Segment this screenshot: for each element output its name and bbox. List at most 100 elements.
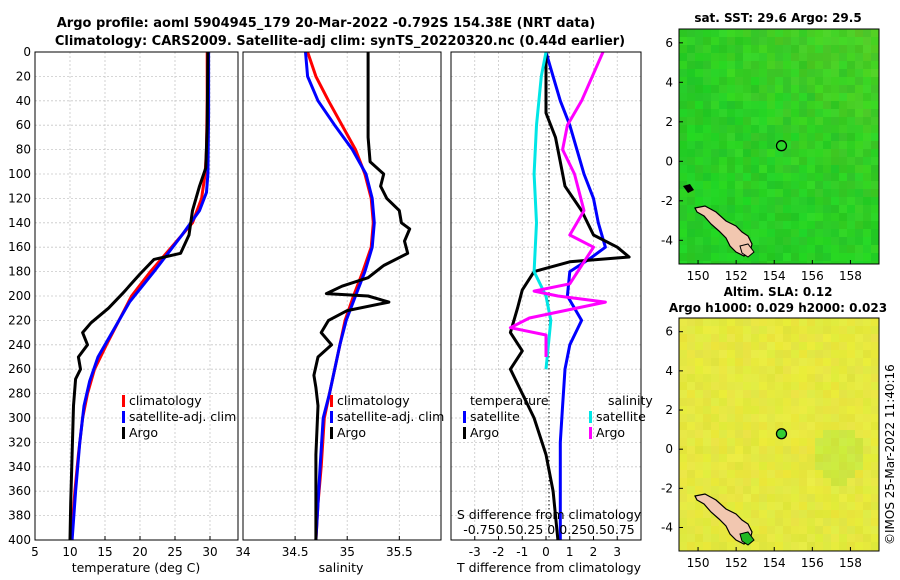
field-cell	[815, 326, 823, 334]
field-cell	[695, 189, 703, 197]
field-cell	[799, 37, 807, 45]
field-cell	[695, 29, 703, 37]
field-cell	[863, 229, 871, 237]
field-cell	[759, 454, 767, 462]
x-tick-label: 0	[542, 545, 550, 559]
field-cell	[759, 446, 767, 454]
field-cell	[719, 470, 727, 478]
field-cell	[815, 253, 823, 261]
field-cell	[775, 37, 783, 45]
field-cell	[695, 502, 703, 510]
field-cell	[751, 237, 759, 245]
field-cell	[687, 462, 695, 470]
field-cell	[871, 398, 879, 406]
legend-satellite: satellite-adj. clim	[337, 409, 444, 424]
field-cell	[839, 518, 847, 526]
field-cell	[759, 510, 767, 518]
field-cell	[823, 486, 831, 494]
field-cell	[863, 526, 871, 534]
field-cell	[871, 213, 879, 221]
field-cell	[759, 478, 767, 486]
field-cell	[783, 510, 791, 518]
field-cell	[871, 470, 879, 478]
field-cell	[807, 422, 815, 430]
field-cell	[799, 69, 807, 77]
field-cell	[807, 390, 815, 398]
sst-cells	[679, 29, 879, 264]
field-cell	[791, 37, 799, 45]
temperature-grid	[34, 51, 238, 541]
field-cell	[823, 133, 831, 141]
field-cell	[831, 510, 839, 518]
y-tick-label: 240	[8, 338, 31, 352]
field-cell	[703, 61, 711, 69]
field-cell	[791, 454, 799, 462]
field-cell	[743, 502, 751, 510]
field-cell	[831, 141, 839, 149]
field-cell	[783, 173, 791, 181]
field-cell	[767, 406, 775, 414]
field-cell	[751, 125, 759, 133]
field-cell	[807, 253, 815, 261]
field-cell	[871, 29, 879, 37]
field-cell	[847, 462, 855, 470]
field-cell	[703, 141, 711, 149]
field-cell	[863, 382, 871, 390]
field-cell	[719, 125, 727, 133]
field-cell	[711, 358, 719, 366]
field-cell	[799, 486, 807, 494]
field-cell	[823, 406, 831, 414]
field-cell	[863, 342, 871, 350]
field-cell	[687, 542, 695, 550]
field-cell	[815, 189, 823, 197]
field-cell	[847, 470, 855, 478]
field-cell	[799, 414, 807, 422]
field-cell	[839, 189, 847, 197]
field-cell	[679, 61, 687, 69]
field-cell	[695, 342, 703, 350]
field-cell	[703, 526, 711, 534]
field-cell	[719, 37, 727, 45]
field-cell	[775, 454, 783, 462]
field-cell	[751, 189, 759, 197]
field-cell	[767, 213, 775, 221]
field-cell	[775, 125, 783, 133]
field-cell	[775, 117, 783, 125]
field-cell	[855, 454, 863, 462]
field-cell	[727, 253, 735, 261]
field-cell	[823, 229, 831, 237]
field-cell	[687, 414, 695, 422]
field-cell	[695, 510, 703, 518]
field-cell	[687, 157, 695, 165]
field-cell	[727, 542, 735, 550]
field-cell	[799, 470, 807, 478]
field-cell	[703, 510, 711, 518]
field-cell	[735, 446, 743, 454]
field-cell	[855, 398, 863, 406]
field-cell	[767, 93, 775, 101]
field-cell	[815, 526, 823, 534]
legend-climatology: climatology	[337, 393, 410, 408]
field-cell	[871, 542, 879, 550]
field-cell	[703, 446, 711, 454]
field-cell	[847, 61, 855, 69]
field-cell	[711, 125, 719, 133]
field-cell	[743, 422, 751, 430]
field-cell	[831, 358, 839, 366]
field-cell	[831, 245, 839, 253]
field-cell	[823, 173, 831, 181]
field-cell	[735, 213, 743, 221]
field-cell	[839, 430, 847, 438]
y-tick-label: 0	[23, 45, 31, 59]
field-cell	[679, 229, 687, 237]
field-cell	[855, 205, 863, 213]
field-cell	[775, 486, 783, 494]
field-cell	[815, 398, 823, 406]
field-cell	[783, 37, 791, 45]
field-cell	[775, 470, 783, 478]
field-cell	[871, 350, 879, 358]
field-cell	[775, 318, 783, 326]
field-cell	[695, 518, 703, 526]
field-cell	[791, 253, 799, 261]
field-cell	[703, 374, 711, 382]
